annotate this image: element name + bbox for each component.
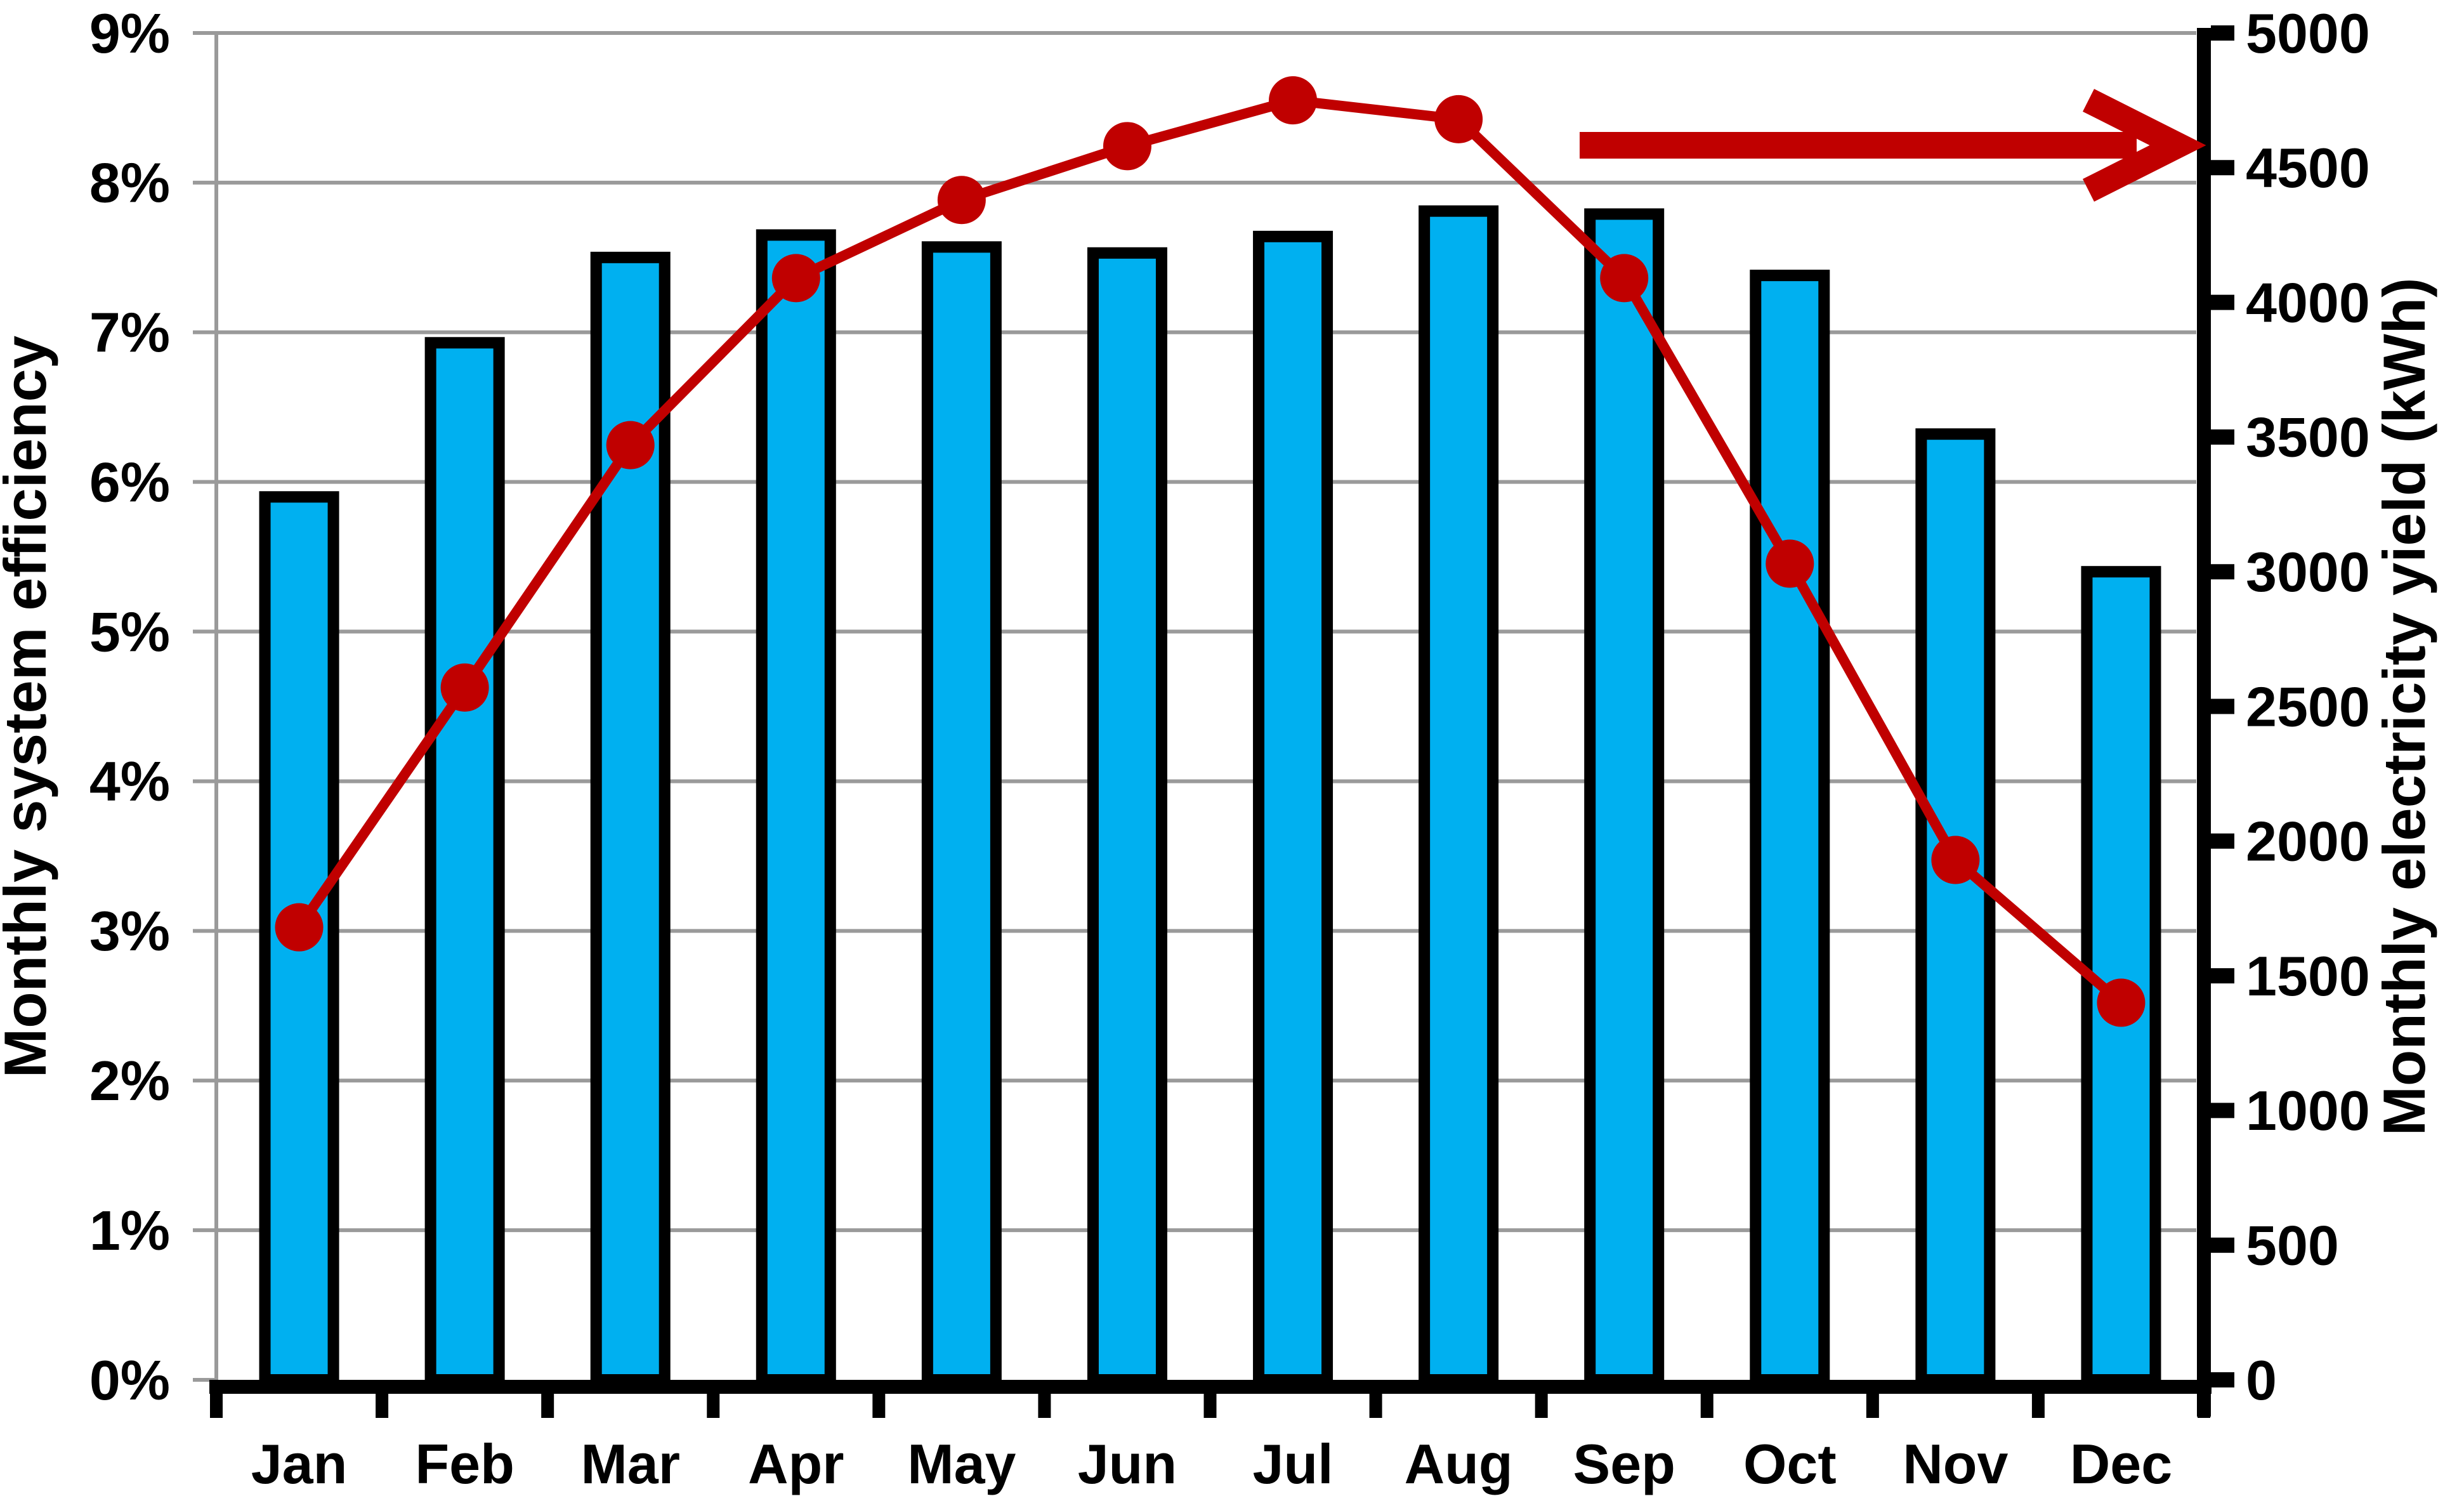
month-label-dec: Dec	[2070, 1433, 2172, 1495]
marker-dec	[2097, 978, 2146, 1027]
left-axis-tick-label: 6%	[89, 450, 170, 513]
line-markers	[275, 76, 2146, 1027]
marker-nov	[1931, 836, 1980, 884]
month-label-jun: Jun	[1078, 1433, 1177, 1495]
marker-feb	[440, 663, 489, 712]
bar-aug	[1419, 205, 1499, 1386]
month-label-jan: Jan	[251, 1433, 348, 1495]
x-axis-tick-labels: Jan Feb Mar Apr May Jun Jul Aug Sep Oct Nov Dec	[251, 1433, 2172, 1495]
bar-oct	[1750, 270, 1830, 1386]
month-label-nov: Nov	[1903, 1433, 2008, 1495]
left-axis-tick-label: 9%	[89, 2, 170, 65]
left-axis-tick-label: 4%	[89, 750, 170, 813]
month-label-apr: Apr	[748, 1433, 844, 1495]
marker-aug	[1434, 95, 1483, 143]
left-axis-tick-label: 1%	[89, 1199, 170, 1262]
bar-may	[921, 241, 1002, 1386]
marker-oct	[1766, 539, 1814, 588]
right-axis-tick-label: 2000	[2246, 810, 2370, 873]
bar-nov	[1915, 428, 1996, 1386]
right-axis-tick-label: 2500	[2246, 675, 2370, 738]
month-label-jul: Jul	[1252, 1433, 1333, 1495]
right-axis-tick-label: 4500	[2246, 136, 2370, 199]
marker-jan	[275, 903, 324, 952]
right-axis-tick-labels: 0 500 1000 1500 2000 2500 3000 3500 4000 4500 5000	[2246, 2, 2370, 1412]
right-axis-tick-label: 0	[2246, 1349, 2277, 1412]
right-axis-tick-label: 4000	[2246, 271, 2370, 334]
left-axis-tick-label: 0%	[89, 1349, 170, 1412]
month-label-may: May	[907, 1433, 1016, 1495]
marker-mar	[606, 421, 655, 469]
bar-jun	[1087, 247, 1167, 1386]
marker-jun	[1103, 122, 1151, 171]
bar-apr	[756, 229, 836, 1386]
left-axis-title: Monthly system efficiency	[0, 336, 58, 1078]
marker-jul	[1269, 76, 1318, 125]
month-label-mar: Mar	[580, 1433, 680, 1495]
month-label-sep: Sep	[1573, 1433, 1675, 1495]
right-axis-arrow	[1580, 89, 2206, 202]
bar-sep	[1584, 208, 1665, 1386]
right-axis-tick-label: 3500	[2246, 406, 2370, 469]
gridlines	[216, 31, 2196, 1233]
marker-apr	[771, 254, 820, 303]
left-axis-tick-label: 7%	[89, 301, 170, 364]
left-axis-tick-label: 2%	[89, 1049, 170, 1112]
month-label-oct: Oct	[1743, 1433, 1837, 1495]
right-axis-tick-label: 3000	[2246, 541, 2370, 603]
bar-feb	[424, 337, 505, 1386]
right-axis-tick-label: 1000	[2246, 1079, 2370, 1142]
left-axis-tick-label: 8%	[89, 152, 170, 214]
left-axis-tick-label: 3%	[89, 900, 170, 962]
right-axis-title: Monthly electricity yield (kWh)	[2371, 278, 2437, 1136]
right-axis-tick-label: 1500	[2246, 945, 2370, 1007]
month-label-feb: Feb	[415, 1433, 514, 1495]
marker-sep	[1600, 254, 1649, 303]
arrow-head-icon	[2083, 89, 2206, 202]
line-series-yield	[294, 95, 2125, 1007]
left-axis-tick-labels: 0% 1% 2% 3% 4% 5% 6% 7% 8% 9%	[89, 2, 170, 1412]
marker-may	[937, 176, 986, 225]
right-axis	[2197, 25, 2234, 1417]
bar-jul	[1253, 230, 1334, 1386]
left-axis-tick-label: 5%	[89, 600, 170, 663]
right-axis-tick-label: 500	[2246, 1214, 2339, 1277]
right-axis-tick-label: 5000	[2246, 2, 2370, 65]
month-label-aug: Aug	[1405, 1433, 1513, 1495]
